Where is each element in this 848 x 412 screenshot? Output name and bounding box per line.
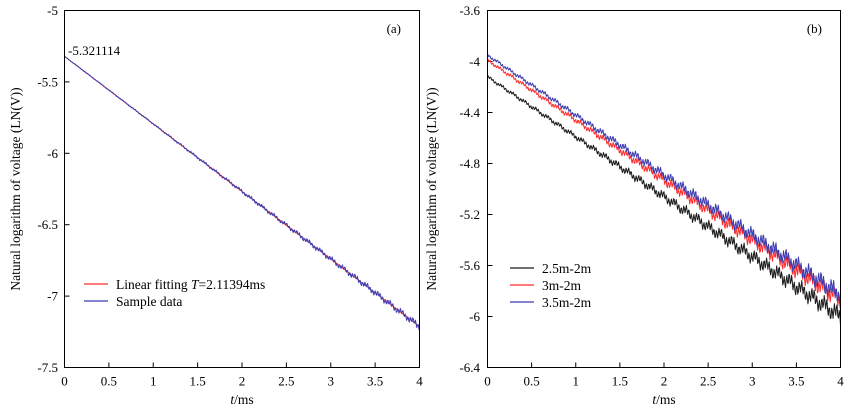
panel-a-ytick-label: -5	[47, 3, 58, 18]
panel-a-ytick-label: -6	[47, 146, 58, 161]
panel-b-ytick-label: -5.6	[459, 258, 480, 273]
panel-b-xlabel-var: t	[652, 392, 657, 407]
panel-b-xtick-label: 2	[661, 374, 668, 389]
panel-a-label: (a)	[387, 21, 401, 36]
panel-a-legend: Linear fitting T=2.11394ms Sample data	[84, 277, 265, 309]
panel-a-xtick-label: 2.5	[278, 374, 294, 389]
panel-a-xtick-label: 3.5	[367, 374, 383, 389]
panel-a-ytick-label: -7.5	[37, 360, 58, 375]
panel-b-xtick-label: 1	[573, 374, 580, 389]
panel-b-xtick-label: 3.5	[788, 374, 804, 389]
panel-a-series	[64, 55, 420, 331]
panel-a-xlabel-unit: /ms	[234, 392, 254, 407]
panel-b-ytick-label: -4.4	[459, 105, 480, 120]
panel-b-ytick-label: -6	[469, 309, 480, 324]
legend-fit-prefix: Linear fitting	[116, 277, 191, 292]
panel-b: 0 0.5 1 1.5 2 2.5 3 3.5 4 -3.6 -4 -4.4 -4.8 -5.2 -5.6 -…	[424, 3, 844, 407]
panel-a-legend-sample: Sample data	[116, 294, 182, 309]
panel-a-xlabel: t/ms	[230, 392, 253, 407]
panel-a-ytick-label: -7	[47, 289, 58, 304]
panel-b-xtick-label: 2.5	[700, 374, 716, 389]
panel-b-legend-0: 2.5m-2m	[542, 261, 592, 276]
panel-b-series-2	[487, 53, 841, 305]
panel-b-series-0	[487, 75, 841, 326]
panel-b-frame	[487, 10, 841, 368]
panel-a-xtick-label: 1	[150, 374, 157, 389]
panel-a-xtick-label: 4	[416, 374, 423, 389]
panel-a-ylabel: Natural logarithm of voltage (LN(V))	[8, 87, 23, 290]
panel-b-legend-2: 3.5m-2m	[542, 295, 592, 310]
legend-fit-var: T	[191, 277, 200, 292]
panel-b-series-1	[487, 58, 841, 310]
panel-b-ytick-label: -5.2	[459, 207, 480, 222]
panel-a-xtick-label: 1.5	[190, 374, 206, 389]
panel-a-ytick-label: -6.5	[37, 217, 58, 232]
panel-b-xtick-label: 1.5	[612, 374, 628, 389]
panel-b-ylabel: Natural logarithm of voltage (LN(V))	[424, 87, 439, 290]
legend-fit-suffix: =2.11394ms	[199, 277, 266, 292]
panel-a-xtick-label: 0	[61, 374, 68, 389]
panel-a-ytick-label: -5.5	[37, 74, 58, 89]
panel-b-series	[487, 53, 841, 326]
panel-a-frame	[64, 10, 420, 368]
panel-a-xlabel-var: t	[230, 392, 235, 407]
panel-a: 0 0.5 1 1.5 2 2.5 3 3.5 4-5-5.5-6-6.5-7-7.5 (a) …	[8, 3, 423, 407]
panel-b-ticks: 0 0.5 1 1.5 2 2.5 3 3.5 4 -3.6 -4 -4.4 -4.8 -5.2 -5.6 -…	[459, 3, 844, 389]
panel-b-legend: 2.5m-2m 3m-2m 3.5m-2m	[510, 261, 592, 310]
panel-a-annotation: -5.321114	[68, 43, 121, 58]
panel-a-xtick-label: 3	[328, 374, 335, 389]
panel-b-ytick-label: -4.8	[459, 156, 480, 171]
panel-b-xlabel-unit: /ms	[656, 392, 676, 407]
panel-b-xlabel: t/ms	[652, 392, 675, 407]
panel-b-xtick-label: 3	[749, 374, 756, 389]
panel-b-label: (b)	[807, 21, 822, 36]
panel-a-xtick-label: 2	[239, 374, 246, 389]
panel-b-ytick-label: -3.6	[459, 3, 480, 18]
panel-b-ytick-label: -4	[469, 54, 480, 69]
panel-a-series-1	[64, 55, 420, 331]
panel-b-xtick-label: 4	[837, 374, 844, 389]
panel-b-xtick-label: 0.5	[524, 374, 540, 389]
panel-a-ticks: 0 0.5 1 1.5 2 2.5 3 3.5 4 -5 -5.5 -6 -6.5 -7 -7.5	[37, 3, 423, 389]
panel-b-xtick-label: 0	[484, 374, 491, 389]
panel-b-ytick-label: -6.4	[459, 360, 480, 375]
panel-a-xtick-label: 0.5	[101, 374, 117, 389]
panel-b-legend-1: 3m-2m	[542, 278, 581, 293]
panel-a-legend-fit: Linear fitting T=2.11394ms	[116, 277, 265, 292]
